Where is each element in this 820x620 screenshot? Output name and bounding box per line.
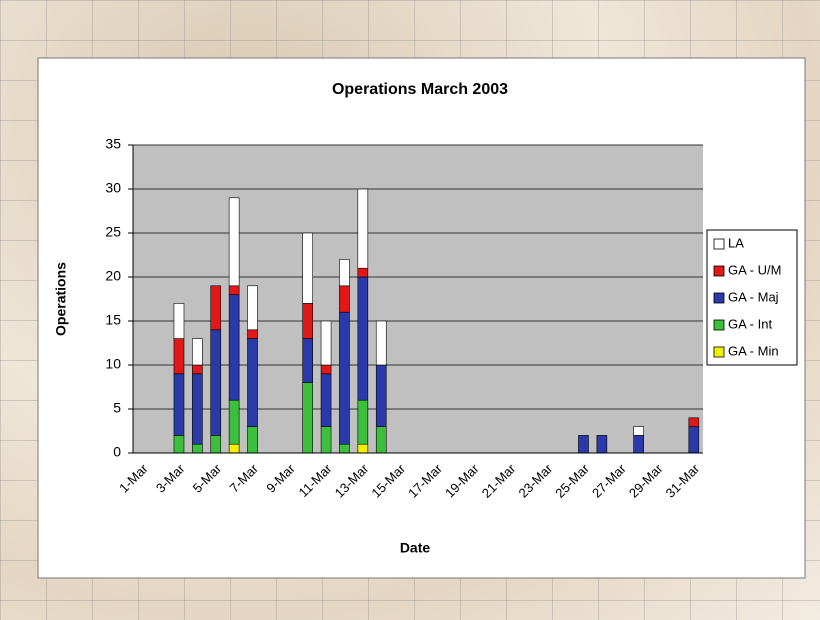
- legend-swatch: [713, 265, 725, 277]
- y-tick-label: 30: [105, 180, 121, 196]
- legend-label: GA - U/M: [728, 262, 781, 277]
- legend-label: LA: [728, 235, 744, 250]
- bar-segment: [339, 311, 350, 445]
- chart-title: Operations March 2003: [332, 81, 508, 98]
- bar-segment: [192, 443, 203, 454]
- bar-segment: [320, 426, 332, 454]
- y-tick-label: 10: [105, 356, 121, 372]
- bar-segment: [192, 364, 203, 375]
- bar-segment: [247, 338, 258, 427]
- bar-segment: [357, 443, 369, 454]
- y-tick-label: 20: [105, 268, 121, 284]
- bar-segment: [173, 303, 185, 339]
- legend-swatch: [713, 346, 725, 358]
- plot-area: [133, 145, 703, 453]
- bar-segment: [633, 435, 644, 454]
- bar-segment: [173, 435, 185, 454]
- bar-segment: [339, 443, 350, 454]
- bar-segment: [247, 285, 258, 331]
- bar-segment: [173, 373, 185, 436]
- bar-segment: [228, 197, 240, 287]
- bar-segment: [357, 399, 369, 445]
- y-tick-label: 35: [105, 136, 121, 152]
- bar-segment: [357, 267, 369, 278]
- legend-label: GA - Int: [728, 316, 772, 331]
- bar-segment: [228, 294, 240, 401]
- y-tick-label: 15: [105, 312, 121, 328]
- bar-segment: [192, 338, 203, 366]
- bar-segment: [357, 276, 369, 401]
- bar-segment: [302, 232, 313, 304]
- y-tick-label: 25: [105, 224, 121, 240]
- bar-segment: [320, 373, 332, 427]
- bar-segment: [210, 435, 222, 454]
- legend-swatch: [713, 319, 725, 331]
- bar-segment: [247, 426, 258, 454]
- legend-swatch: [713, 292, 725, 304]
- bar-segment: [173, 338, 185, 375]
- bar-segment: [302, 303, 313, 339]
- bar-segment: [210, 285, 222, 331]
- bar-segment: [688, 417, 700, 427]
- bar-segment: [633, 426, 644, 436]
- bar-segment: [375, 364, 387, 427]
- bar-segment: [247, 329, 258, 339]
- bar-segment: [210, 329, 222, 436]
- bar-segment: [688, 426, 700, 454]
- bar-segment: [228, 443, 240, 454]
- bar-segment: [320, 320, 332, 366]
- legend-swatch: [713, 238, 725, 250]
- legend-label: GA - Min: [728, 343, 779, 358]
- y-tick-label: 5: [113, 400, 121, 416]
- bar-segment: [339, 259, 350, 287]
- bar-segment: [228, 285, 240, 295]
- x-axis-label: Date: [400, 540, 431, 556]
- bar-segment: [320, 364, 332, 375]
- y-axis-label: Operations: [53, 262, 69, 336]
- bar-segment: [302, 338, 313, 383]
- legend-label: GA - Maj: [728, 289, 779, 304]
- bar-segment: [596, 435, 608, 454]
- bar-segment: [192, 373, 203, 445]
- bar-segment: [578, 435, 589, 454]
- bar-segment: [302, 382, 313, 454]
- bar-segment: [375, 320, 387, 366]
- legend: [706, 229, 798, 366]
- bar-segment: [228, 399, 240, 445]
- bar-segment: [375, 426, 387, 454]
- bar-segment: [357, 188, 369, 269]
- y-tick-label: 0: [113, 444, 121, 460]
- bar-segment: [339, 285, 350, 313]
